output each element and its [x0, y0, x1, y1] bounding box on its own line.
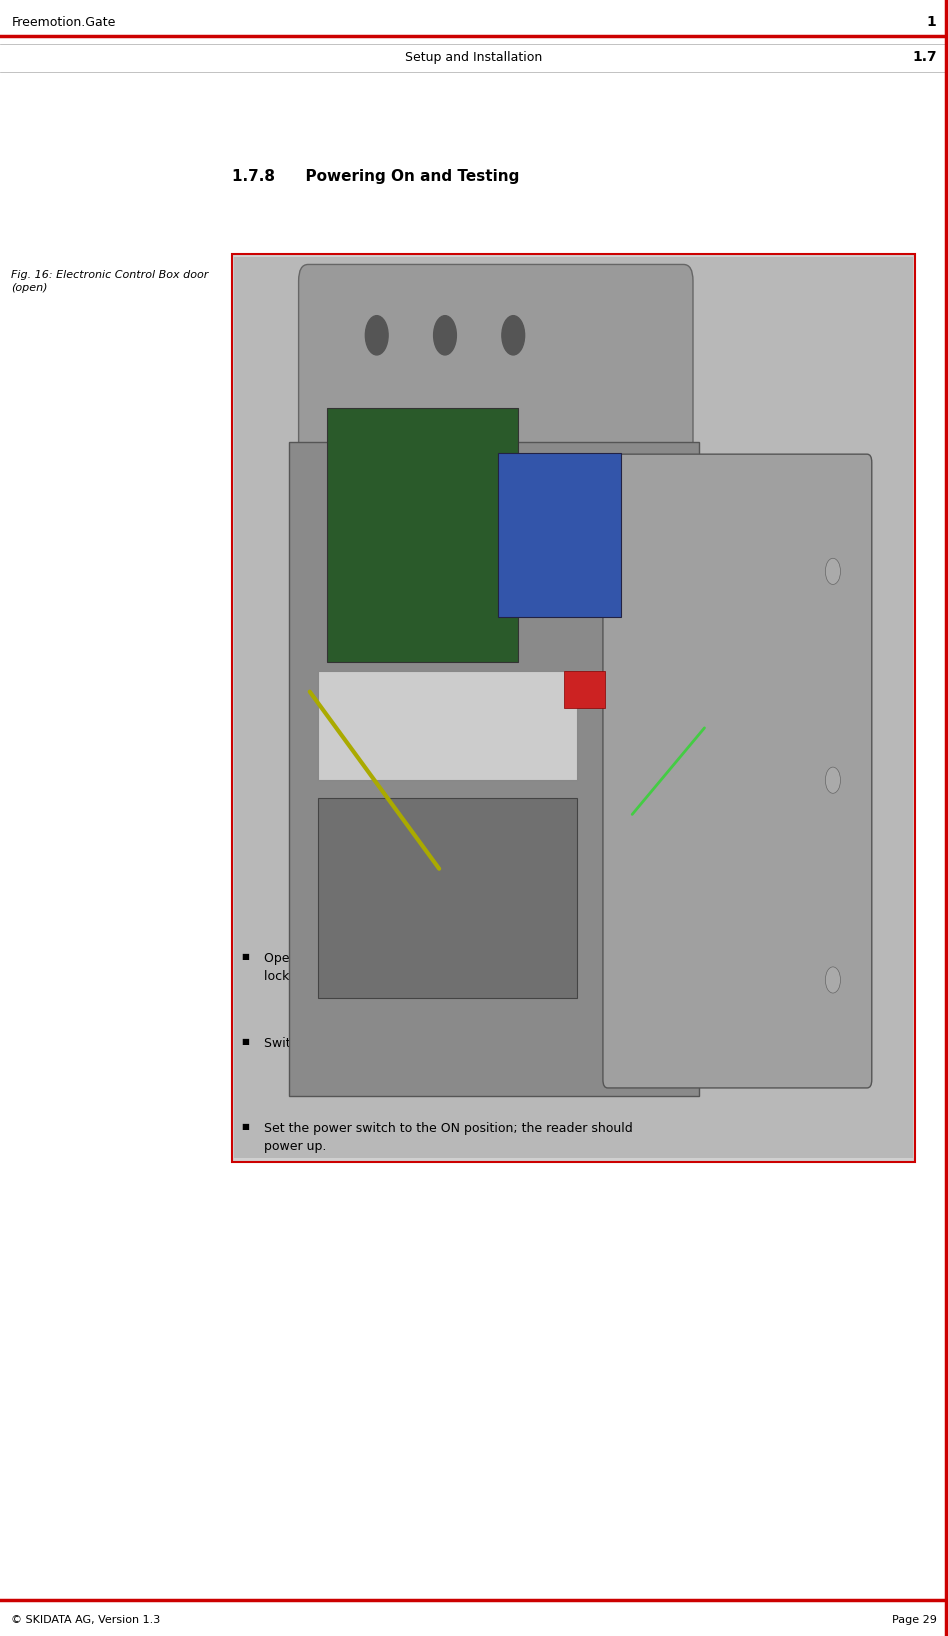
Circle shape [501, 316, 524, 355]
FancyBboxPatch shape [299, 265, 693, 497]
FancyBboxPatch shape [564, 671, 605, 708]
Text: Freemotion.Gate: Freemotion.Gate [11, 16, 116, 28]
Text: Set the power switch to the ON position; the reader should
power up.: Set the power switch to the ON position;… [264, 1122, 632, 1153]
Circle shape [365, 316, 388, 355]
Text: 1.7.8  Powering On and Testing: 1.7.8 Powering On and Testing [232, 169, 520, 185]
Circle shape [826, 558, 841, 584]
Text: Setup and Installation: Setup and Installation [406, 51, 542, 64]
FancyBboxPatch shape [318, 798, 577, 998]
FancyBboxPatch shape [318, 671, 577, 780]
Text: ■: ■ [242, 952, 249, 962]
Text: 1: 1 [927, 15, 937, 29]
Text: ■: ■ [242, 1122, 249, 1132]
Text: Open the door of the electronic control box by turning the
locks on both sides b: Open the door of the electronic control … [264, 952, 627, 983]
FancyBboxPatch shape [289, 442, 699, 1096]
Circle shape [433, 316, 456, 355]
Circle shape [826, 767, 841, 793]
Text: © SKIDATA AG, Version 1.3: © SKIDATA AG, Version 1.3 [11, 1615, 160, 1625]
Text: 1.7: 1.7 [912, 51, 937, 64]
Circle shape [826, 967, 841, 993]
FancyBboxPatch shape [234, 257, 913, 1158]
FancyBboxPatch shape [603, 455, 872, 1088]
Text: Switch on the power supply.: Switch on the power supply. [264, 1037, 439, 1050]
Text: Fig. 16: Electronic Control Box door
(open): Fig. 16: Electronic Control Box door (op… [11, 270, 209, 293]
Text: ■: ■ [242, 1037, 249, 1047]
Text: Page 29: Page 29 [892, 1615, 937, 1625]
FancyBboxPatch shape [327, 407, 519, 663]
FancyBboxPatch shape [232, 254, 915, 1162]
FancyBboxPatch shape [498, 453, 621, 617]
